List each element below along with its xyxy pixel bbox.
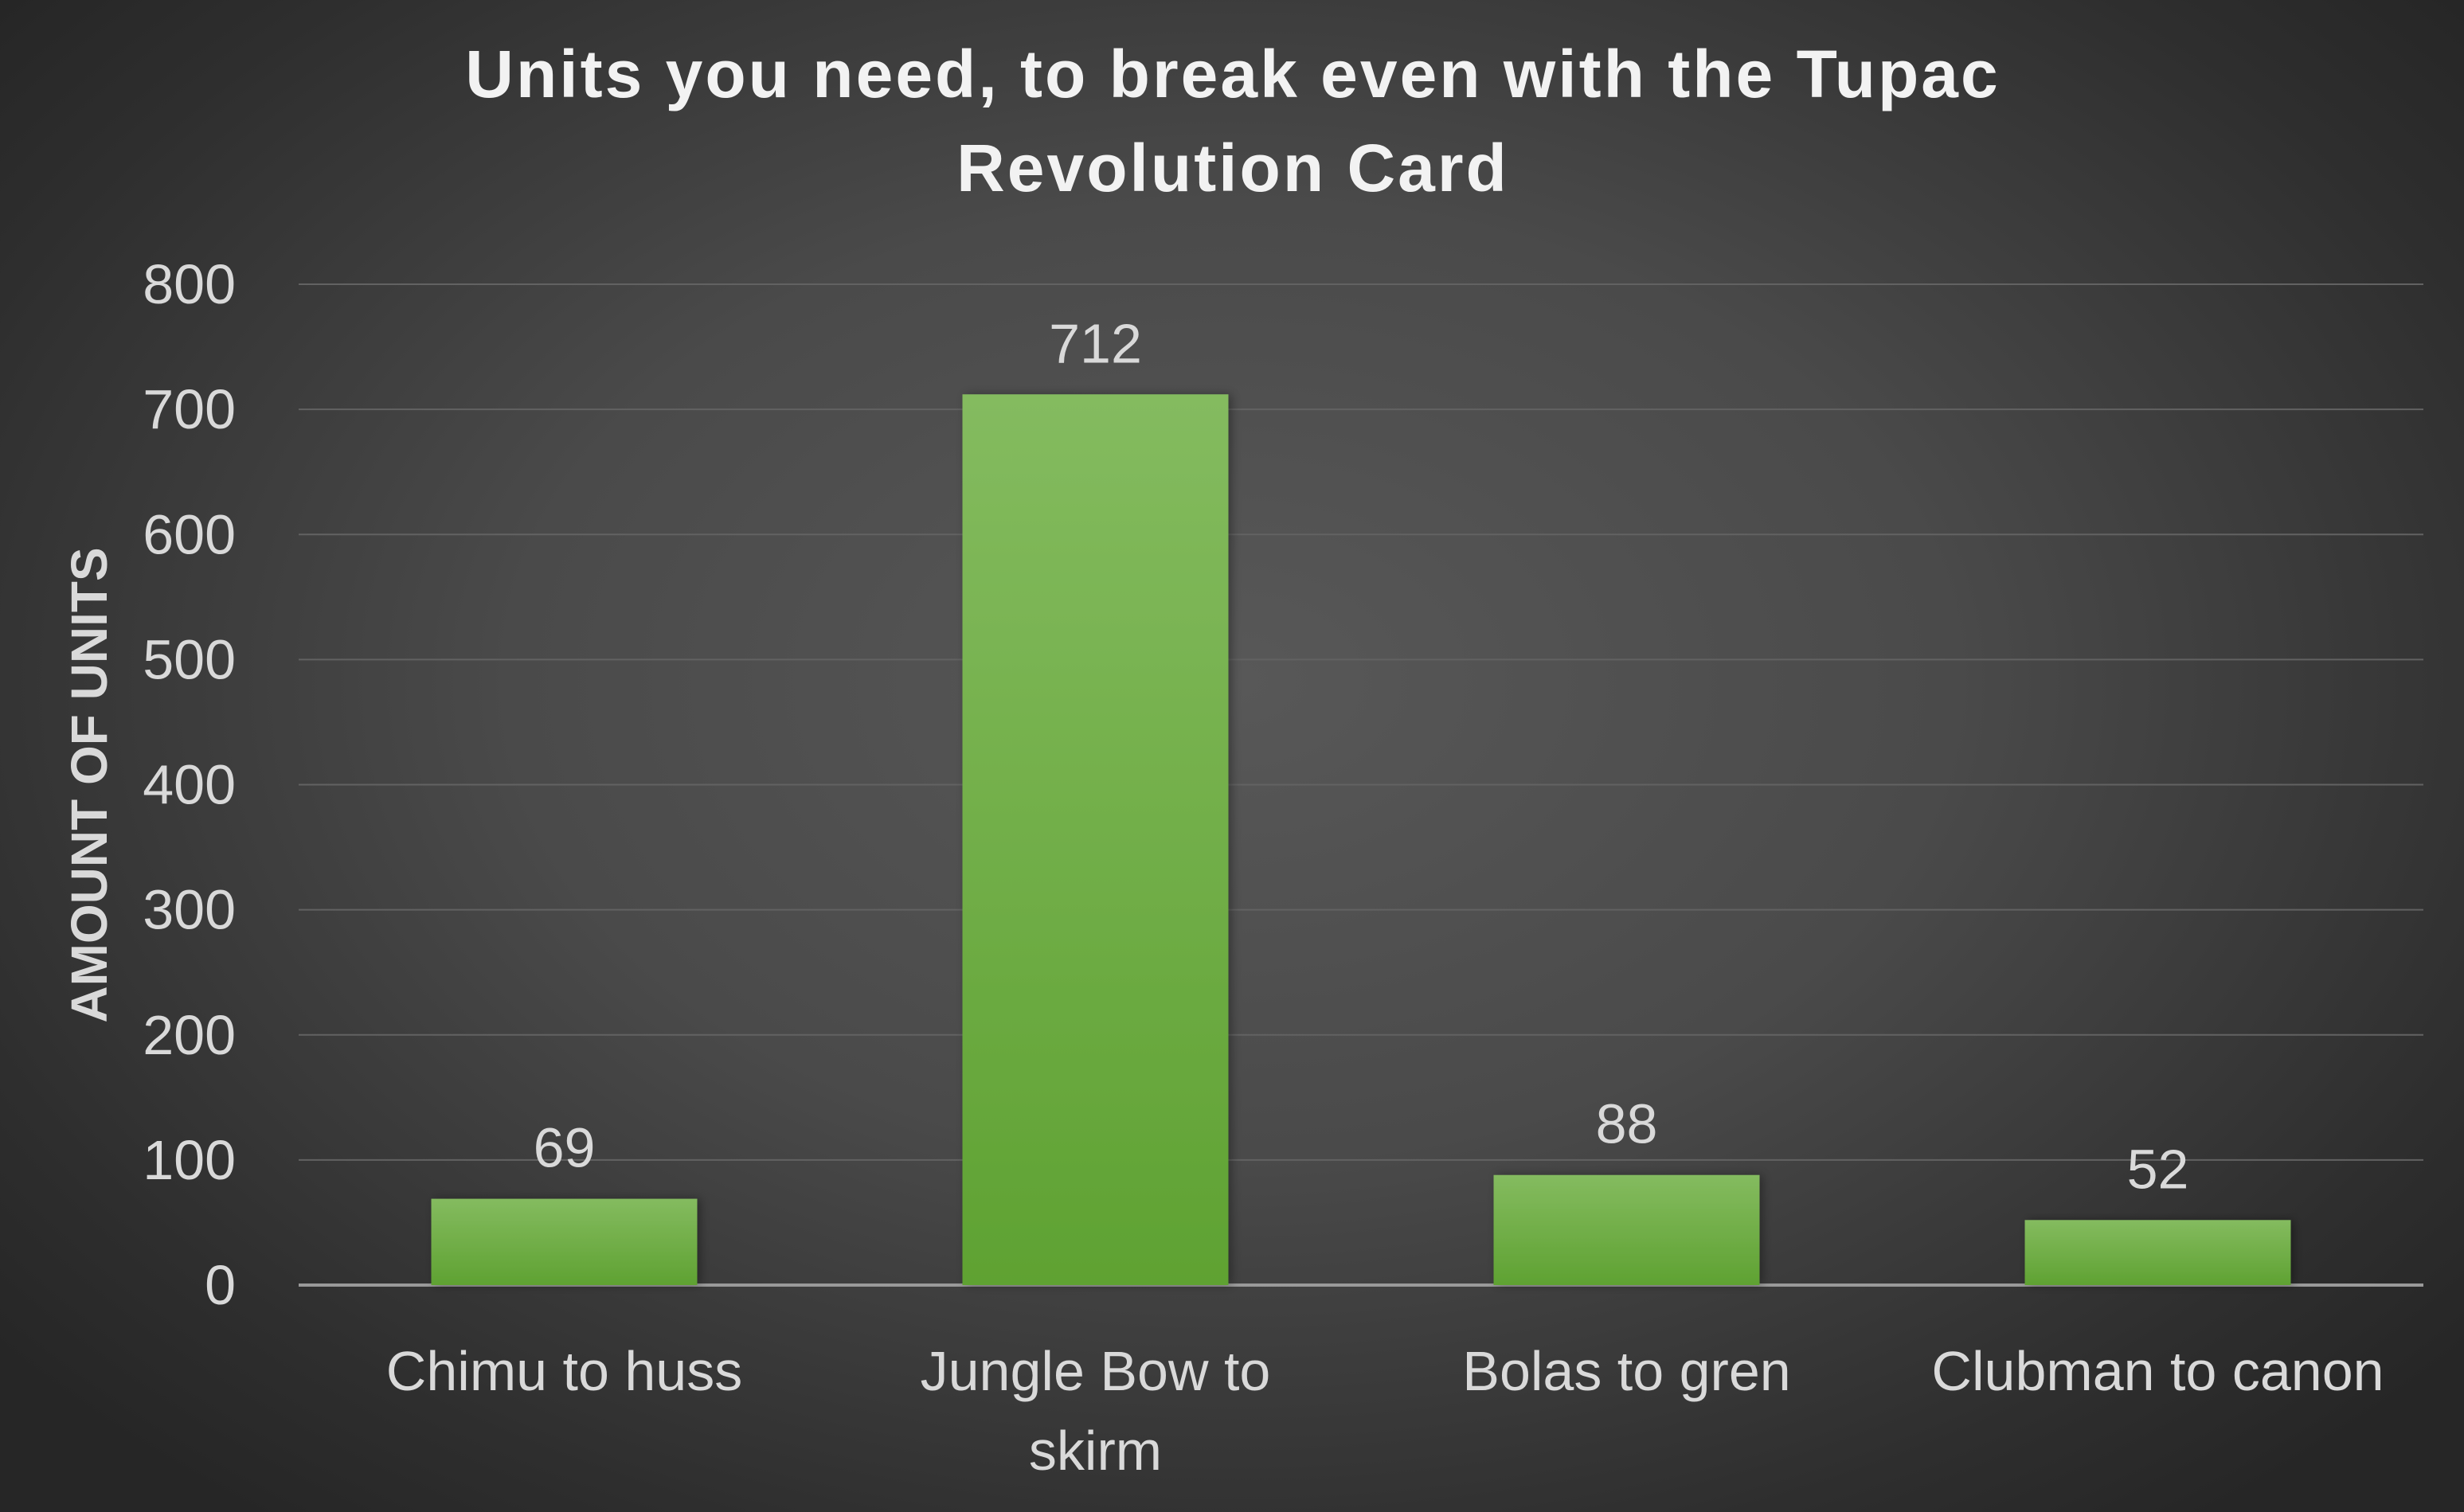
chart-title: Units you need, to break even with the T… bbox=[465, 37, 2000, 205]
data-labels: 69 712 88 52 bbox=[534, 312, 2189, 1200]
bar bbox=[431, 1198, 698, 1285]
bar bbox=[2024, 1220, 2291, 1285]
chart-title-line: Revolution Card bbox=[956, 131, 1509, 205]
x-tick-label: skirm bbox=[1029, 1420, 1162, 1482]
y-axis-label: AMOUNT OF UNITS bbox=[61, 547, 118, 1022]
y-tick-label: 100 bbox=[143, 1129, 236, 1191]
x-axis-ticks: Chimu to huss Jungle Bow to skirm Bolas to … bbox=[386, 1340, 2384, 1482]
x-tick-label: Chimu to huss bbox=[386, 1340, 742, 1402]
y-tick-label: 700 bbox=[143, 378, 236, 440]
data-label: 69 bbox=[534, 1117, 596, 1179]
y-tick-label: 500 bbox=[143, 628, 236, 690]
data-label: 712 bbox=[1049, 312, 1142, 374]
y-tick-label: 600 bbox=[143, 503, 236, 565]
x-tick-label: Clubman to canon bbox=[1931, 1340, 2384, 1402]
bars bbox=[431, 394, 2291, 1285]
data-label: 88 bbox=[1596, 1093, 1658, 1155]
bar bbox=[1493, 1174, 1760, 1285]
data-label: 52 bbox=[2127, 1138, 2189, 1200]
bar bbox=[962, 394, 1229, 1285]
x-tick-label: Bolas to gren bbox=[1462, 1340, 1790, 1402]
y-tick-label: 300 bbox=[143, 879, 236, 941]
y-tick-label: 400 bbox=[143, 754, 236, 816]
y-tick-label: 0 bbox=[205, 1254, 236, 1316]
y-tick-label: 800 bbox=[143, 253, 236, 315]
chart-title-line: Units you need, to break even with the T… bbox=[465, 37, 2000, 111]
y-axis-ticks: 0 100 200 300 400 500 600 700 800 bbox=[143, 253, 236, 1316]
x-tick-label: Jungle Bow to bbox=[921, 1340, 1271, 1402]
gridlines bbox=[299, 283, 2423, 1287]
y-tick-label: 200 bbox=[143, 1004, 236, 1066]
